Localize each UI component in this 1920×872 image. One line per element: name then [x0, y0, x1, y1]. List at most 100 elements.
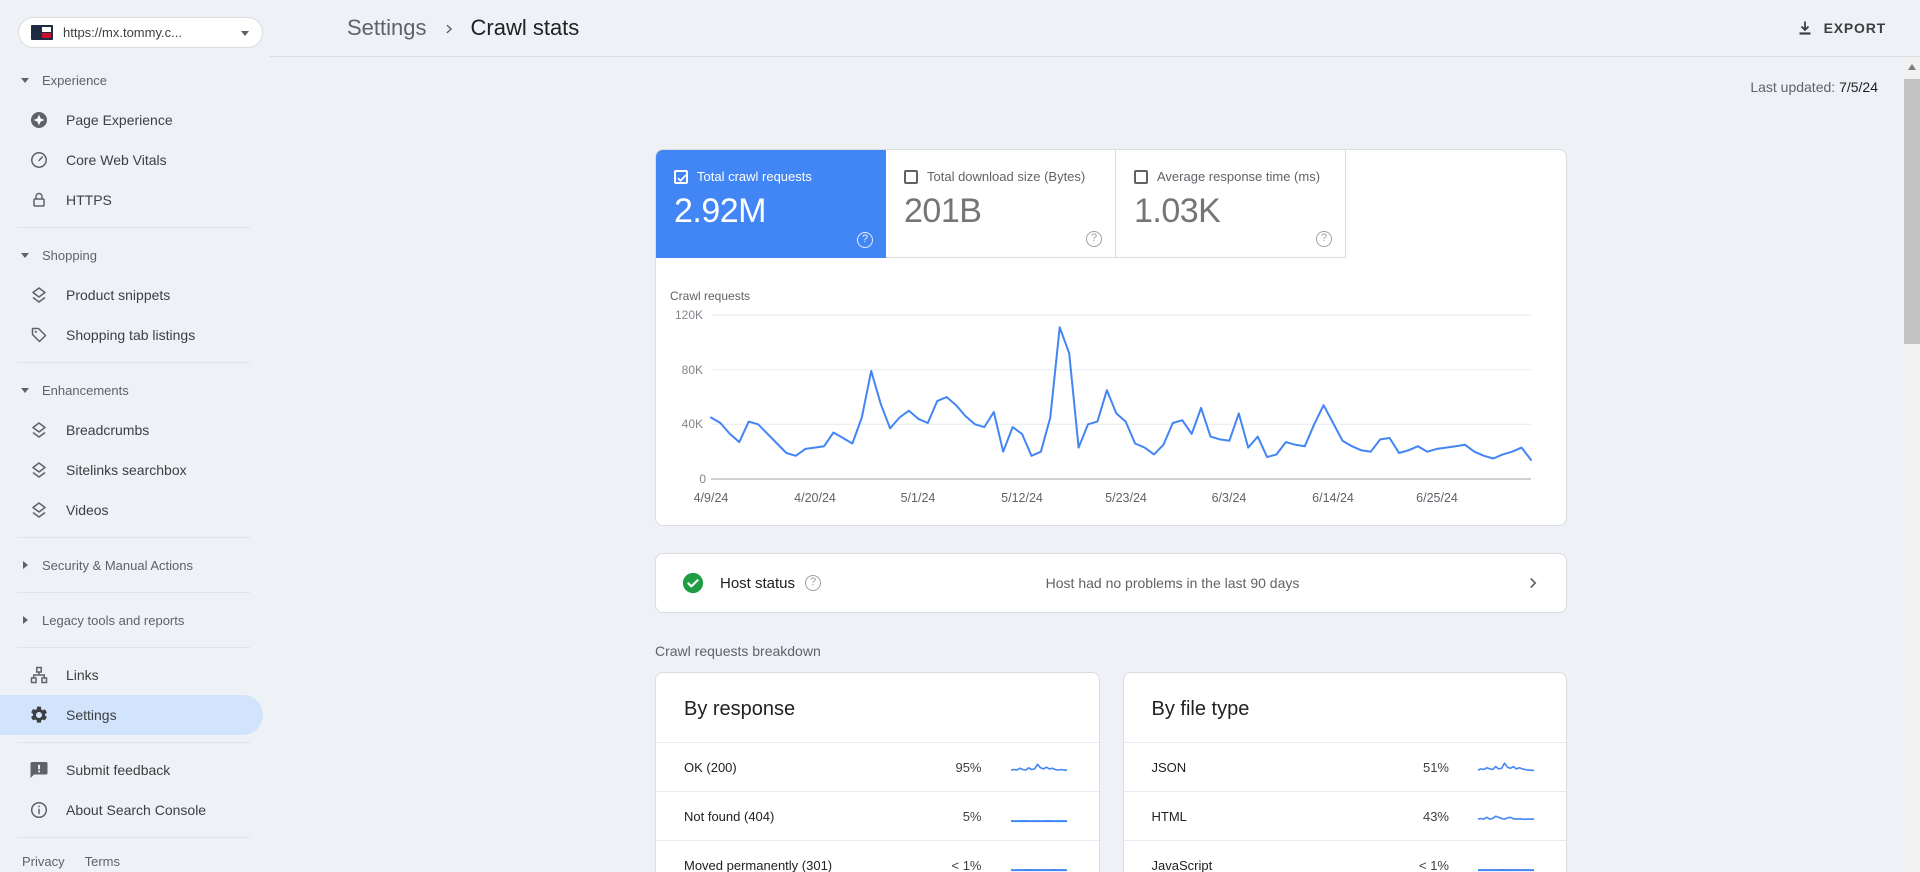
help-icon[interactable]	[805, 575, 822, 591]
chevron-down-icon	[241, 30, 249, 36]
y-tick: 40K	[682, 417, 703, 431]
export-button[interactable]: EXPORT	[1796, 19, 1886, 37]
chevron-right-icon	[23, 561, 28, 569]
sidebar-item-breadcrumbs[interactable]: Breadcrumbs	[0, 410, 270, 450]
sidebar-item-shopping-tab-listings[interactable]: Shopping tab listings	[0, 315, 270, 355]
host-status-label: Host status	[720, 574, 796, 592]
sidebar-item-submit-feedback[interactable]: Submit feedback	[0, 750, 270, 790]
breakdown-row-ok-200[interactable]: OK (200) 95%	[656, 742, 1099, 791]
row-percent: 5%	[962, 808, 982, 824]
sparkline	[1477, 762, 1534, 772]
help-icon[interactable]	[1316, 231, 1332, 247]
section-header-legacy-tools[interactable]: Legacy tools and reports	[0, 600, 270, 640]
chevron-down-icon	[21, 78, 29, 83]
host-status-row[interactable]: Host status Host had no problems in the …	[655, 553, 1567, 613]
card-title: By response	[684, 698, 796, 720]
total-crawl-requests-checkbox[interactable]	[674, 169, 688, 184]
card-title: By file type	[1151, 698, 1250, 720]
crawl-requests-chart: Crawl requests 120K 80K 40K 0 4/9/24 4/2…	[656, 258, 1566, 525]
x-tick: 4/9/24	[694, 491, 729, 505]
settings-gear-icon	[31, 706, 47, 723]
average-response-time-checkbox[interactable]	[1134, 169, 1148, 184]
sidebar-item-label: Core Web Vitals	[66, 152, 167, 168]
help-icon[interactable]	[1086, 231, 1102, 247]
breakdown-row-html[interactable]: HTML 43%	[1123, 791, 1566, 840]
x-tick: 5/23/24	[1105, 491, 1147, 505]
sparkline	[1010, 763, 1067, 771]
privacy-link[interactable]: Privacy	[22, 854, 65, 869]
breadcrumbs-icon	[32, 422, 46, 438]
property-selector[interactable]: https://mx.tommy.c...	[18, 17, 263, 48]
content-area: Last updated: 7/5/24 Total crawl request…	[270, 57, 1920, 872]
breakdown-row-javascript[interactable]: JavaScript < 1%	[1123, 840, 1566, 872]
last-updated: Last updated: 7/5/24	[1750, 79, 1878, 95]
sidebar-footer: Privacy Terms	[0, 845, 270, 869]
scrollbar-thumb[interactable]	[1904, 79, 1920, 344]
shopping-tab-listings-icon	[31, 327, 47, 343]
sidebar-item-about-search-console[interactable]: About Search Console	[0, 790, 270, 830]
sidebar-item-videos[interactable]: Videos	[0, 490, 270, 530]
help-icon[interactable]	[857, 232, 873, 248]
row-label: JavaScript	[1151, 857, 1213, 872]
metric-card-row: Total crawl requests 2.92M Total downloa…	[656, 150, 1566, 258]
metric-value: 1.03K	[1134, 192, 1221, 230]
row-label: Not found (404)	[684, 808, 775, 824]
metric-label: Total download size (Bytes)	[927, 169, 1086, 184]
section-label: Enhancements	[42, 382, 129, 398]
sidebar-item-product-snippets[interactable]: Product snippets	[0, 275, 270, 315]
breakdown-row-not-found-404[interactable]: Not found (404) 5%	[656, 791, 1099, 840]
sparkline	[1010, 869, 1067, 872]
sidebar: https://mx.tommy.c... Experience Page Ex…	[0, 0, 270, 872]
metric-card-average-response-time[interactable]: Average response time (ms) 1.03K	[1116, 150, 1346, 258]
sidebar-item-label: Videos	[66, 502, 109, 518]
divider	[17, 647, 250, 648]
scrollbar-up-arrow[interactable]	[1908, 64, 1916, 70]
section-header-enhancements[interactable]: Enhancements	[0, 370, 270, 410]
links-icon	[30, 666, 48, 684]
last-updated-value: 7/5/24	[1839, 79, 1878, 95]
metric-value: 2.92M	[674, 192, 767, 230]
y-tick: 0	[699, 472, 706, 486]
terms-link[interactable]: Terms	[84, 854, 121, 869]
metric-label: Average response time (ms)	[1157, 169, 1321, 184]
total-download-size-checkbox[interactable]	[904, 169, 918, 184]
metric-value: 201B	[904, 192, 982, 230]
divider	[17, 362, 250, 363]
sidebar-item-settings[interactable]: Settings	[0, 695, 263, 735]
x-tick: 5/12/24	[1001, 491, 1043, 505]
sidebar-item-links[interactable]: Links	[0, 655, 270, 695]
crawl-stats-panel: Total crawl requests 2.92M Total downloa…	[655, 149, 1567, 526]
x-tick: 5/1/24	[901, 491, 936, 505]
info-icon	[30, 801, 48, 819]
sidebar-item-label: Settings	[66, 707, 117, 723]
sidebar-nav: Experience Page Experience Core Web Vita…	[0, 60, 270, 869]
section-label: Legacy tools and reports	[42, 612, 185, 628]
sidebar-item-label: About Search Console	[66, 802, 207, 818]
metric-card-total-download-size[interactable]: Total download size (Bytes) 201B	[886, 150, 1116, 258]
divider	[17, 742, 250, 743]
metric-label: Total crawl requests	[697, 169, 812, 184]
main-area: Settings Crawl stats EXPORT Last updated…	[270, 0, 1920, 872]
by-response-card: By response OK (200) 95% Not found (404)…	[655, 672, 1100, 872]
sidebar-item-core-web-vitals[interactable]: Core Web Vitals	[0, 140, 270, 180]
divider	[17, 537, 250, 538]
metric-card-total-crawl-requests[interactable]: Total crawl requests 2.92M	[656, 150, 886, 258]
videos-icon	[32, 502, 46, 518]
host-status-ok-icon	[682, 572, 704, 594]
breadcrumb-settings[interactable]: Settings	[347, 15, 427, 40]
x-tick: 4/20/24	[794, 491, 836, 505]
sidebar-item-https[interactable]: HTTPS	[0, 180, 270, 220]
feedback-icon	[30, 762, 48, 778]
sitelinks-searchbox-icon	[32, 462, 46, 478]
section-header-security-manual-actions[interactable]: Security & Manual Actions	[0, 545, 270, 585]
section-header-shopping[interactable]: Shopping	[0, 235, 270, 275]
sparkline	[1478, 869, 1534, 872]
sidebar-item-label: Submit feedback	[66, 762, 171, 778]
breakdown-row-moved-permanently-301[interactable]: Moved permanently (301) < 1%	[656, 840, 1099, 872]
row-percent: 51%	[1422, 759, 1449, 775]
sidebar-item-page-experience[interactable]: Page Experience	[0, 100, 270, 140]
section-header-experience[interactable]: Experience	[0, 60, 270, 100]
breakdown-row-json[interactable]: JSON 51%	[1123, 742, 1566, 791]
row-label: OK (200)	[684, 759, 737, 775]
sidebar-item-sitelinks-searchbox[interactable]: Sitelinks searchbox	[0, 450, 270, 490]
